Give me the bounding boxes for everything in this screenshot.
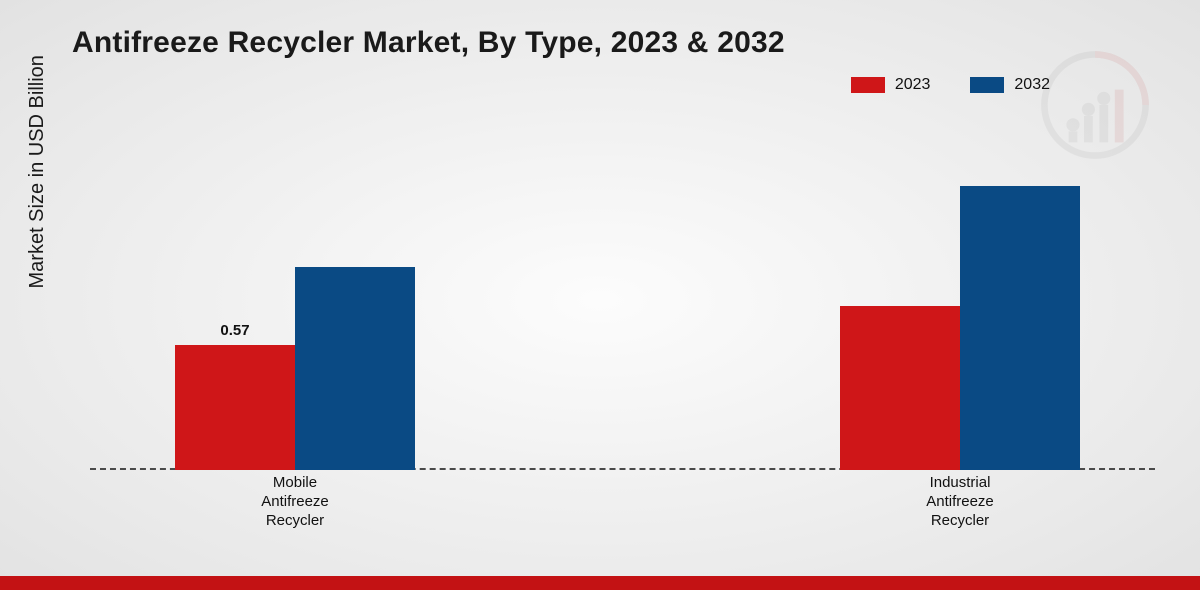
legend-label-2023: 2023 <box>895 76 931 94</box>
bar-mobile-2032 <box>295 267 415 470</box>
bar-mobile-2023 <box>175 345 295 470</box>
legend: 2023 2032 <box>851 76 1050 94</box>
bar-industrial-2023 <box>840 306 960 470</box>
x-label-industrial: Industrial Antifreeze Recycler <box>900 474 1020 530</box>
plot-area: 0.57 <box>90 120 1155 470</box>
legend-item-2032: 2032 <box>970 76 1050 94</box>
legend-swatch-2032 <box>970 77 1004 93</box>
footer-white-strip <box>0 590 1200 600</box>
footer-red-bar <box>0 576 1200 590</box>
y-axis-title: Market Size in USD Billion <box>26 55 49 288</box>
legend-swatch-2023 <box>851 77 885 93</box>
bar-group-mobile <box>175 267 415 470</box>
value-label-mobile-2023: 0.57 <box>175 322 295 339</box>
legend-label-2032: 2032 <box>1014 76 1050 94</box>
chart-container: Antifreeze Recycler Market, By Type, 202… <box>0 0 1200 600</box>
legend-item-2023: 2023 <box>851 76 931 94</box>
x-label-mobile: Mobile Antifreeze Recycler <box>235 474 355 530</box>
chart-title: Antifreeze Recycler Market, By Type, 202… <box>72 26 785 60</box>
bar-industrial-2032 <box>960 186 1080 470</box>
bar-group-industrial <box>840 186 1080 470</box>
